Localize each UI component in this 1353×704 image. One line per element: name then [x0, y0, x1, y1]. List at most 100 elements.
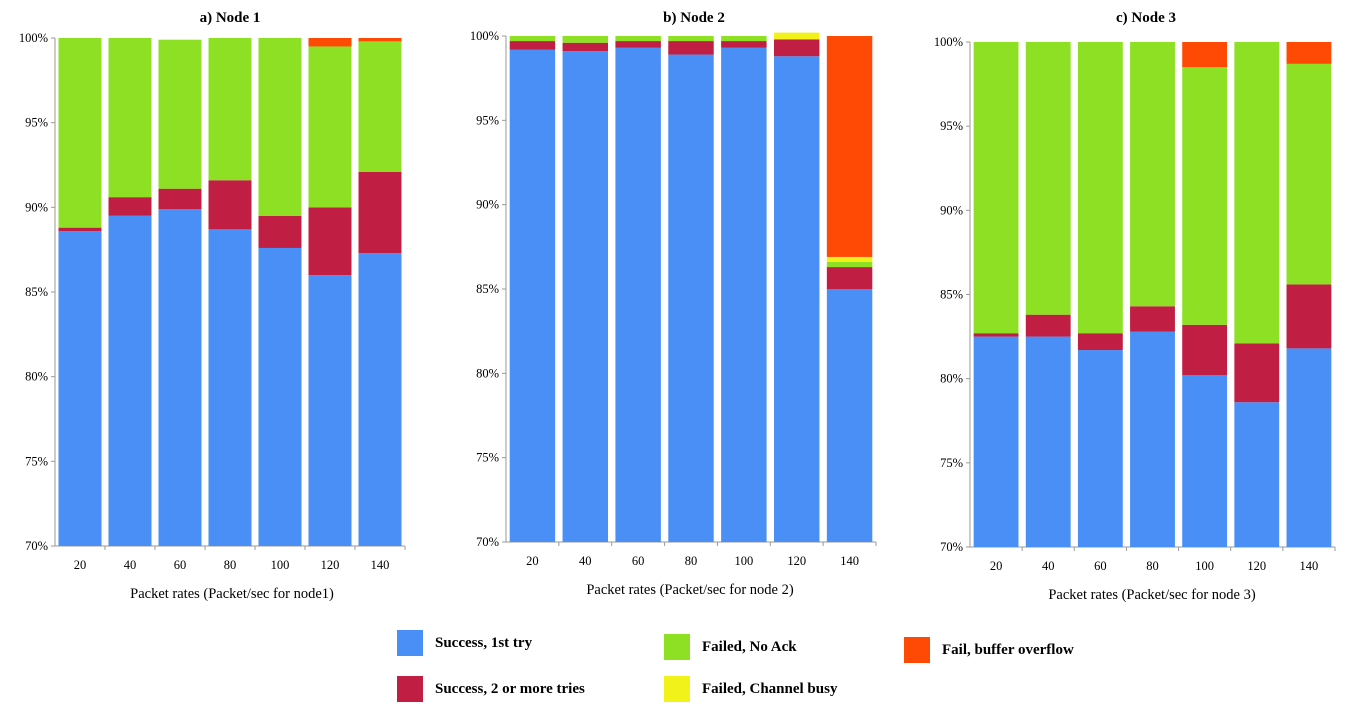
y-tick-label: 75% — [940, 456, 963, 470]
bar-segment-success-1st — [826, 289, 873, 542]
chart-title: a) Node 1 — [200, 10, 261, 26]
legend-swatch-fail-overflow — [904, 637, 930, 663]
y-tick-label: 80% — [25, 370, 48, 384]
bar-segment-failed-noack — [208, 38, 252, 181]
bar-segment-failed-noack — [308, 46, 352, 208]
legend-swatch-failed-busy — [664, 676, 690, 702]
y-tick-label: 75% — [25, 454, 48, 468]
bar-segment-success-1st — [509, 49, 556, 542]
bar-segment-failed-noack — [1234, 42, 1280, 344]
y-tick-label: 100% — [934, 35, 963, 49]
chart-title: c) Node 3 — [1116, 10, 1176, 26]
bar-segment-failed-noack — [615, 36, 661, 42]
bar-segment-failed-noack — [1130, 42, 1175, 307]
x-tick-label: 60 — [632, 554, 645, 568]
bar-segment-failed-noack — [509, 36, 556, 42]
x-tick-label: 40 — [124, 558, 137, 572]
legend-swatch-success-2plus — [397, 676, 423, 702]
x-tick-label: 100 — [271, 558, 290, 572]
bar-segment-success-1st — [208, 229, 252, 546]
x-tick-label: 60 — [1094, 559, 1107, 573]
bar-segment-fail-overflow — [308, 38, 352, 47]
x-tick-label: 40 — [1042, 559, 1055, 573]
bar-segment-success-2plus — [1182, 324, 1228, 376]
y-tick-label: 95% — [476, 113, 499, 127]
bar-segment-success-1st — [308, 275, 352, 546]
bar-segment-success-2plus — [258, 215, 302, 248]
bar-segment-success-1st — [258, 247, 302, 546]
x-tick-label: 80 — [1146, 559, 1159, 573]
x-tick-label: 140 — [1300, 559, 1319, 573]
bar-segment-failed-noack — [1077, 42, 1123, 334]
bar-segment-success-2plus — [1025, 314, 1071, 337]
x-tick-label: 120 — [787, 554, 806, 568]
x-tick-label: 20 — [526, 554, 539, 568]
y-tick-label: 90% — [25, 200, 48, 214]
bar-segment-success-1st — [158, 209, 202, 546]
bar-segment-success-2plus — [1286, 284, 1332, 349]
bar-segment-success-2plus — [358, 171, 402, 254]
bar-segment-success-1st — [1182, 375, 1228, 547]
bar-segment-success-2plus — [562, 42, 609, 52]
bar-segment-success-1st — [1025, 336, 1071, 547]
bar-segment-success-2plus — [1077, 333, 1123, 351]
legend-item-fail-overflow: Fail, buffer overflow — [904, 637, 1074, 663]
x-tick-label: 40 — [579, 554, 592, 568]
bar-segment-fail-overflow — [358, 38, 402, 42]
bar-segment-failed-noack — [721, 36, 767, 42]
legend-item-failed-busy: Failed, Channel busy — [664, 676, 837, 702]
y-tick-label: 80% — [940, 372, 963, 386]
legend-swatch-failed-noack — [664, 634, 690, 660]
x-tick-label: 80 — [224, 558, 237, 572]
bar-segment-failed-busy — [773, 32, 820, 40]
legend-item-success-1st: Success, 1st try — [397, 630, 532, 656]
x-tick-label: 20 — [990, 559, 1003, 573]
y-tick-label: 70% — [940, 540, 963, 554]
bar-segment-success-1st — [108, 215, 152, 547]
legend-label-failed-noack: Failed, No Ack — [702, 638, 797, 655]
legend-label-failed-busy: Failed, Channel busy — [702, 680, 838, 697]
bar-segment-success-1st — [721, 47, 767, 542]
bar-segment-success-1st — [358, 253, 402, 546]
x-tick-label: 100 — [1195, 559, 1214, 573]
legend-label-success-1st: Success, 1st try — [435, 634, 533, 651]
y-tick-label: 70% — [476, 535, 499, 549]
y-tick-label: 100% — [19, 31, 48, 45]
x-axis-label: Packet rates (Packet/sec for node 2) — [586, 582, 794, 598]
chart-title: b) Node 2 — [663, 10, 725, 26]
bar-segment-success-2plus — [108, 197, 152, 216]
y-tick-label: 95% — [940, 119, 963, 133]
x-tick-label: 120 — [1247, 559, 1266, 573]
bar-segment-success-1st — [1077, 350, 1123, 547]
bar-segment-failed-busy — [826, 256, 873, 263]
bar-segment-success-2plus — [158, 188, 202, 210]
y-tick-label: 85% — [476, 282, 499, 296]
bar-segment-success-2plus — [1130, 306, 1175, 332]
legend-item-success-2plus: Success, 2 or more tries — [397, 676, 585, 702]
bar-segment-success-2plus — [668, 41, 714, 55]
bar-segment-fail-overflow — [826, 36, 873, 257]
bar-segment-success-2plus — [973, 333, 1019, 337]
bar-segment-failed-noack — [158, 39, 202, 189]
legend-item-failed-noack: Failed, No Ack — [664, 634, 797, 660]
bar-segment-fail-overflow — [1286, 42, 1332, 64]
bar-segment-success-1st — [562, 51, 609, 543]
y-tick-label: 90% — [476, 198, 499, 212]
x-axis-label: Packet rates (Packet/sec for node1) — [130, 586, 334, 602]
x-tick-label: 100 — [734, 554, 753, 568]
chart-panel-2: b) Node 2 70% 75% 80% 85% 90% 95% 100% 20 40 60 80 1… — [470, 10, 877, 598]
bar-segment-success-1st — [1286, 348, 1332, 547]
bar-segment-success-2plus — [826, 267, 873, 289]
legend-swatch-success-1st — [397, 630, 423, 656]
bar-segment-success-1st — [1234, 402, 1280, 547]
bar-segment-success-1st — [668, 54, 714, 542]
x-tick-label: 120 — [321, 558, 340, 572]
x-tick-label: 140 — [371, 558, 390, 572]
x-tick-label: 140 — [840, 554, 859, 568]
bar-segment-success-1st — [58, 231, 102, 547]
bar-segment-success-1st — [615, 47, 661, 542]
legend-label-success-2plus: Success, 2 or more tries — [435, 680, 585, 697]
bar-segment-fail-overflow — [1182, 42, 1228, 68]
legend-label-fail-overflow: Fail, buffer overflow — [942, 641, 1074, 658]
bar-segment-success-2plus — [58, 227, 102, 232]
